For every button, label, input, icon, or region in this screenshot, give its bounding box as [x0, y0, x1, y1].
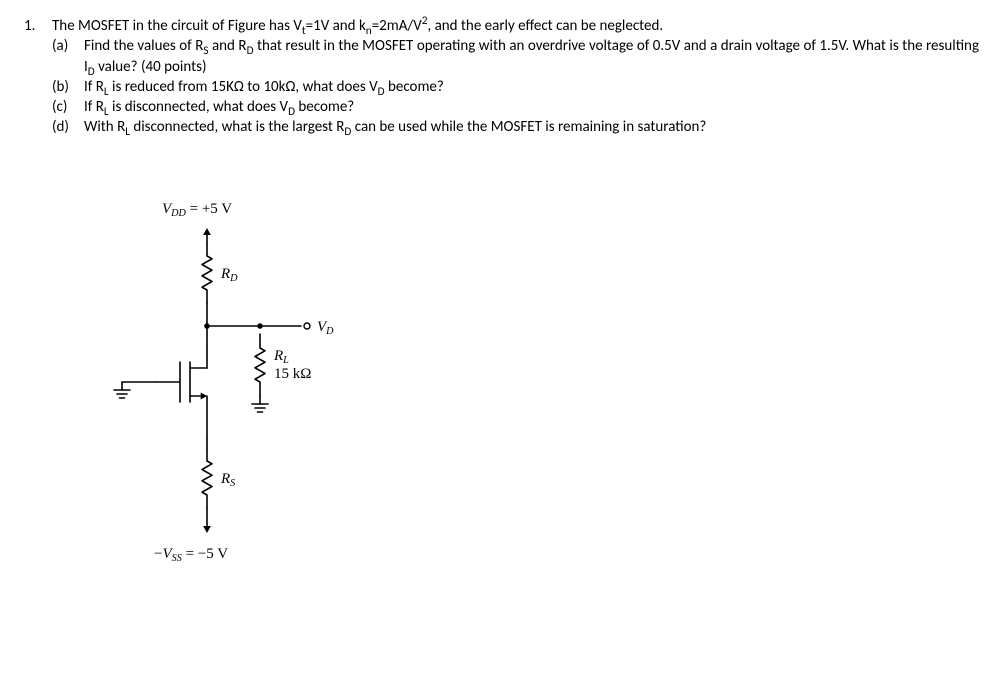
- problem-number: 1.: [24, 16, 42, 574]
- part-a: (a) Find the values of RS and RD that re…: [52, 36, 979, 77]
- svg-text:RL: RL: [273, 348, 289, 366]
- part-label: (c): [52, 97, 76, 117]
- svg-text:VD: VD: [317, 319, 334, 337]
- part-d: (d) With RL disconnected, what is the la…: [52, 117, 979, 137]
- svg-text:15 kΩ: 15 kΩ: [274, 366, 311, 382]
- part-text: If RL is disconnected, what does VD beco…: [84, 97, 979, 117]
- problem: 1. The MOSFET in the circuit of Figure h…: [24, 16, 979, 574]
- part-label: (b): [52, 77, 76, 97]
- svg-text:VDD = +5 V: VDD = +5 V: [162, 201, 232, 219]
- part-text: If RL is reduced from 15KΩ to 10kΩ, what…: [84, 77, 979, 97]
- part-text: Find the values of RS and RD that result…: [84, 36, 979, 77]
- svg-text:−VSS = −5 V: −VSS = −5 V: [154, 546, 228, 564]
- svg-text:RS: RS: [220, 471, 235, 489]
- part-c: (c) If RL is disconnected, what does VD …: [52, 97, 979, 117]
- circuit-svg: VDD = +5 V RD VD RL15 kΩ RS −VSS = −5 V: [92, 188, 352, 568]
- svg-text:RD: RD: [220, 266, 238, 284]
- problem-content: The MOSFET in the circuit of Figure has …: [52, 16, 979, 574]
- part-label: (d): [52, 117, 76, 137]
- circuit-figure: VDD = +5 V RD VD RL15 kΩ RS −VSS = −5 V: [92, 188, 979, 574]
- part-label: (a): [52, 36, 76, 77]
- problem-stem: The MOSFET in the circuit of Figure has …: [52, 16, 979, 36]
- problem-parts: (a) Find the values of RS and RD that re…: [52, 36, 979, 137]
- part-text: With RL disconnected, what is the larges…: [84, 117, 979, 137]
- part-b: (b) If RL is reduced from 15KΩ to 10kΩ, …: [52, 77, 979, 97]
